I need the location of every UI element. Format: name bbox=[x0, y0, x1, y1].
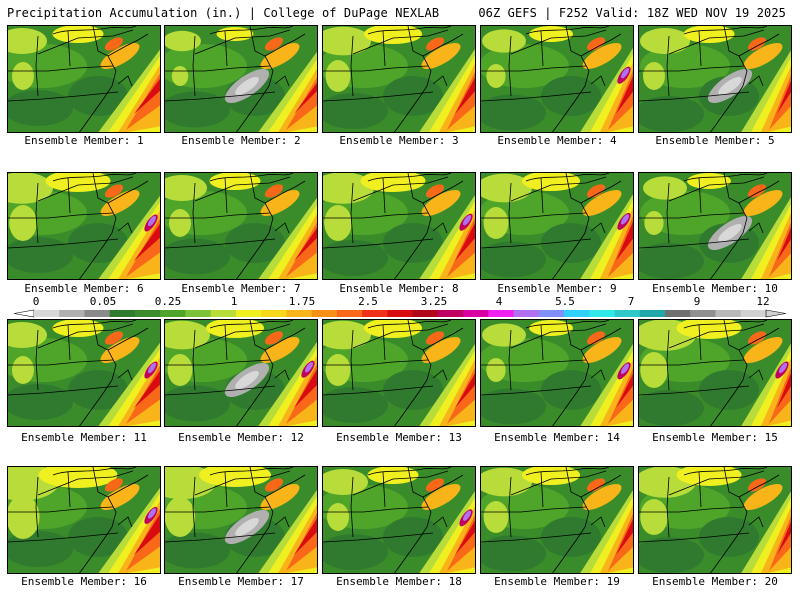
colorbar-swatch bbox=[261, 310, 287, 317]
colorbar-swatch bbox=[286, 310, 313, 317]
ensemble-member-label: Ensemble Member: 15 bbox=[652, 431, 778, 444]
precip-colorbar: 0 0.05 0.25 1 1.75 2.5 3.25 4 5.5 7 9 12 bbox=[0, 295, 800, 318]
colorbar-tick-label: 5.5 bbox=[555, 295, 575, 308]
map-title: Precipitation Accumulation (in.) | Colle… bbox=[7, 6, 440, 20]
ensemble-member-label: Ensemble Member: 2 bbox=[181, 134, 301, 147]
ensemble-map-panel bbox=[480, 25, 634, 133]
colorbar-swatch bbox=[311, 310, 338, 317]
colorbar-swatch bbox=[134, 310, 161, 317]
ensemble-member-label: Ensemble Member: 6 bbox=[24, 282, 144, 295]
ensemble-map-panel bbox=[322, 172, 476, 280]
colorbar-tick-label: 1 bbox=[230, 295, 238, 308]
ensemble-member-label: Ensemble Member: 16 bbox=[21, 575, 147, 588]
colorbar-swatch bbox=[538, 310, 565, 317]
colorbar-tick-label: 4 bbox=[495, 295, 503, 308]
colorbar-swatch bbox=[690, 310, 717, 317]
colorbar-tick-label: 0 bbox=[32, 295, 40, 308]
colorbar-swatch bbox=[84, 310, 111, 317]
colorbar-strip bbox=[13, 309, 787, 318]
ensemble-map-panel bbox=[638, 25, 792, 133]
colorbar-swatch bbox=[160, 310, 186, 317]
colorbar-tick-label: 0.25 bbox=[154, 295, 182, 308]
ensemble-member-label: Ensemble Member: 7 bbox=[181, 282, 301, 295]
colorbar-tick-label: 0.05 bbox=[89, 295, 117, 308]
colorbar-tick-label: 7 bbox=[627, 295, 635, 308]
ensemble-member-label: Ensemble Member: 1 bbox=[24, 134, 144, 147]
ensemble-map-panel bbox=[480, 319, 634, 427]
colorbar-max-arrow bbox=[765, 309, 787, 318]
ensemble-member-label: Ensemble Member: 19 bbox=[494, 575, 620, 588]
ensemble-map-panel bbox=[164, 466, 318, 574]
ensemble-member-label: Ensemble Member: 10 bbox=[652, 282, 778, 295]
ensemble-member-label: Ensemble Member: 8 bbox=[339, 282, 459, 295]
colorbar-swatch bbox=[412, 310, 439, 317]
ensemble-member-label: Ensemble Member: 13 bbox=[336, 431, 462, 444]
ensemble-member-label: Ensemble Member: 3 bbox=[339, 134, 459, 147]
colorbar-swatch bbox=[185, 310, 212, 317]
ensemble-member-label: Ensemble Member: 18 bbox=[336, 575, 462, 588]
ensemble-map-panel bbox=[164, 172, 318, 280]
colorbar-tick-label: 1.75 bbox=[288, 295, 316, 308]
colorbar-swatch bbox=[34, 310, 60, 317]
colorbar-tick-label: 3.25 bbox=[420, 295, 448, 308]
ensemble-map-panel bbox=[638, 466, 792, 574]
header: Precipitation Accumulation (in.) | Colle… bbox=[0, 0, 800, 24]
colorbar-swatch bbox=[235, 310, 262, 317]
colorbar-tick-label: 2.5 bbox=[358, 295, 378, 308]
colorbar-swatch bbox=[59, 310, 85, 317]
colorbar-swatch bbox=[715, 310, 742, 317]
ensemble-map-panel bbox=[7, 172, 161, 280]
colorbar-swatch bbox=[488, 310, 515, 317]
ensemble-map-panel bbox=[480, 466, 634, 574]
ensemble-member-label: Ensemble Member: 5 bbox=[655, 134, 775, 147]
colorbar-swatch bbox=[614, 310, 641, 317]
colorbar-swatch bbox=[589, 310, 616, 317]
ensemble-map-panel bbox=[164, 25, 318, 133]
colorbar-swatch bbox=[639, 310, 666, 317]
colorbar-min-arrow bbox=[13, 309, 35, 318]
model-valid-time: 06Z GEFS | F252 Valid: 18Z WED NOV 19 20… bbox=[478, 6, 786, 20]
colorbar-swatch bbox=[564, 310, 590, 317]
ensemble-member-label: Ensemble Member: 14 bbox=[494, 431, 620, 444]
ensemble-map-panel bbox=[322, 25, 476, 133]
colorbar-tick-label: 9 bbox=[693, 295, 701, 308]
colorbar-swatch bbox=[463, 310, 489, 317]
ensemble-map-panel bbox=[164, 319, 318, 427]
colorbar-swatch bbox=[109, 310, 136, 317]
ensemble-member-label: Ensemble Member: 11 bbox=[21, 431, 147, 444]
colorbar-swatch bbox=[740, 310, 767, 317]
ensemble-map-panel bbox=[638, 172, 792, 280]
colorbar-swatch bbox=[387, 310, 414, 317]
colorbar-tick-label: 12 bbox=[756, 295, 770, 308]
ensemble-member-label: Ensemble Member: 12 bbox=[178, 431, 304, 444]
ensemble-member-label: Ensemble Member: 4 bbox=[497, 134, 617, 147]
ensemble-member-label: Ensemble Member: 9 bbox=[497, 282, 617, 295]
colorbar-swatch bbox=[665, 310, 691, 317]
colorbar-swatch bbox=[362, 310, 388, 317]
ensemble-map-panel bbox=[480, 172, 634, 280]
ensemble-map-panel bbox=[322, 466, 476, 574]
ensemble-member-label: Ensemble Member: 20 bbox=[652, 575, 778, 588]
ensemble-map-panel bbox=[7, 466, 161, 574]
ensemble-map-panel bbox=[322, 319, 476, 427]
ensemble-map-panel bbox=[7, 25, 161, 133]
ensemble-member-label: Ensemble Member: 17 bbox=[178, 575, 304, 588]
colorbar-swatch bbox=[437, 310, 464, 317]
ensemble-map-panel bbox=[7, 319, 161, 427]
ensemble-map-panel bbox=[638, 319, 792, 427]
colorbar-swatch bbox=[210, 310, 237, 317]
colorbar-swatch bbox=[336, 310, 363, 317]
colorbar-swatch bbox=[513, 310, 540, 317]
